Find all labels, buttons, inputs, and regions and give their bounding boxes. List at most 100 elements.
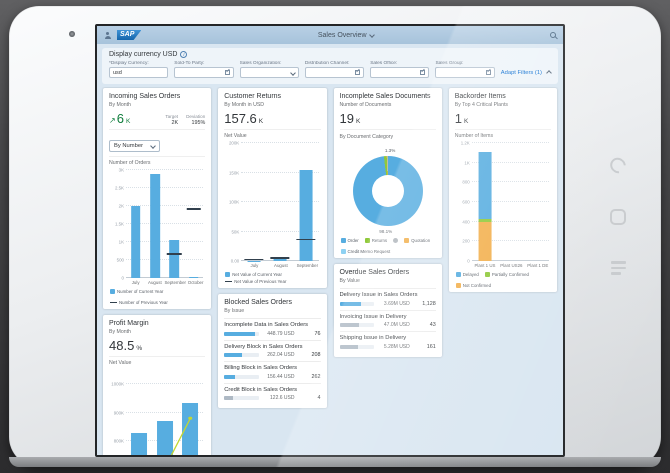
legend-label: Net Value of Current Year <box>232 272 282 278</box>
customer-returns-chart: Net Value 200K 150K 100K 50K 0.00 July August Se… <box>224 133 320 284</box>
list-item-value: 47.0M USD <box>383 322 410 329</box>
chart-bar[interactable] <box>182 402 199 455</box>
legend-overflow-icon[interactable] <box>393 238 399 244</box>
legend-item: Net Value of Current Year <box>225 272 282 278</box>
filter-field-label: Distribution Channel: <box>304 61 350 66</box>
card-profit-margin[interactable]: Profit Margin By Month 48.5 % Net Value 1… <box>103 315 212 455</box>
value-help-icon[interactable] <box>485 70 491 75</box>
filter-toggle-icon[interactable] <box>546 70 552 76</box>
filter-field: Distribution Channel: <box>304 61 365 78</box>
progress-bar-fill <box>339 301 361 306</box>
axis-title: Number of Items <box>454 133 494 140</box>
adapt-filters-link[interactable]: Adapt Filters (1) <box>500 70 542 76</box>
legend-swatch <box>364 238 370 244</box>
chart-bar[interactable] <box>150 173 160 279</box>
filter-field-input[interactable]: usd <box>109 67 169 78</box>
axis-tick-label: 800K <box>113 438 124 444</box>
legend-label: Quotation <box>411 238 431 244</box>
chart-bar[interactable] <box>130 206 141 279</box>
chart-bar[interactable] <box>188 276 199 279</box>
list-item-count: 4 <box>317 395 321 402</box>
filter-bar-title[interactable]: Display currency USD <box>109 51 178 58</box>
filter-field-input[interactable] <box>239 67 299 78</box>
card-title: Incoming Sales Orders <box>109 93 181 100</box>
gridline <box>471 260 549 262</box>
previous-year-marker <box>295 238 316 241</box>
donut[interactable] <box>352 156 423 227</box>
list-item[interactable]: Incomplete Data in Sales Orders 448.79 US… <box>224 318 321 340</box>
axis-title: Number of Orders <box>109 160 151 167</box>
filter-field-input[interactable] <box>304 67 365 78</box>
previous-year-marker <box>186 208 201 210</box>
filter-field-input[interactable] <box>435 67 495 78</box>
gridline <box>126 259 204 261</box>
chart-bar[interactable] <box>299 169 313 262</box>
home-button-icon[interactable] <box>610 209 626 225</box>
data-point <box>188 416 193 421</box>
kpi-unit: K <box>355 118 361 126</box>
x-axis-labels: July August September <box>241 263 320 268</box>
card-title: Incomplete Sales Documents <box>339 93 431 100</box>
value-help-icon[interactable] <box>420 70 426 75</box>
legend-label: Number of Previous Year <box>119 300 168 306</box>
card-subtitle: Number of Documents <box>339 102 392 109</box>
list-item-value: 156.44 USD <box>267 373 295 380</box>
list-item[interactable]: Delivery Block in Sales Orders 262.04 USD… <box>224 339 321 362</box>
chart-bar[interactable] <box>156 421 173 455</box>
search-icon[interactable] <box>550 32 556 38</box>
front-camera <box>69 31 75 37</box>
list-item[interactable]: Delivery Issue in Sales Orders 3.69M USD 1… <box>339 288 436 310</box>
value-help-icon[interactable] <box>355 70 361 75</box>
legend-swatch <box>455 283 461 289</box>
filter-field-input[interactable] <box>370 67 430 78</box>
legend-label: Partially Confirmed <box>491 272 529 278</box>
progress-bar-fill <box>224 353 243 358</box>
list-item[interactable]: Invoicing Issue in Delivery 47.0M USD 43 <box>339 309 436 332</box>
chevron-down-icon[interactable] <box>290 69 296 76</box>
axis-tick-label: 0 <box>121 275 124 281</box>
chart-bar[interactable] <box>169 240 180 279</box>
target-value: 2K <box>171 120 179 127</box>
info-icon[interactable]: i <box>180 51 188 58</box>
progress-bar <box>339 323 375 328</box>
chart-bar[interactable] <box>478 152 492 220</box>
card-customer-returns[interactable]: Customer Returns By Month in USD 157.6 K… <box>218 88 327 289</box>
app-title[interactable]: Sales Overview <box>147 32 544 39</box>
list-item-count: 161 <box>426 343 436 350</box>
filter-field-input[interactable] <box>174 67 234 78</box>
gridline <box>241 142 319 144</box>
list-item[interactable]: Shipping Issue in Delivery 5.28M USD 161 <box>339 331 436 353</box>
chart-plot: 1.2K 1K 800 600 400 200 0 <box>461 141 549 264</box>
card-incomplete-sales-documents[interactable]: Incomplete Sales Documents Number of Doc… <box>333 88 442 259</box>
filter-field-label: Sold-To Party: <box>174 61 205 66</box>
legend-swatch <box>110 289 115 295</box>
progress-bar <box>339 344 375 349</box>
previous-year-marker <box>167 253 182 255</box>
legend-item: Quotation <box>404 238 431 244</box>
axis-tick-label: 600 <box>462 199 470 205</box>
legend-label: Credit Memo Request <box>347 249 391 255</box>
list-item-count: 76 <box>314 330 321 337</box>
chart-bar[interactable] <box>273 259 287 262</box>
chart-bar[interactable] <box>478 221 492 262</box>
value-help-icon[interactable] <box>224 70 230 75</box>
card-subtitle: By Month <box>109 102 131 109</box>
chart-bar[interactable] <box>130 432 147 455</box>
list-item-value: 448.79 USD <box>267 330 295 337</box>
list-item[interactable]: Credit Block in Sales Orders 122.6 USD 4 <box>224 382 321 405</box>
x-axis-labels: July August September October <box>126 280 205 285</box>
list-item[interactable]: Billing Block in Sales Orders 156.44 USD 2… <box>224 361 321 383</box>
card-overdue-sales-orders[interactable]: Overdue Sales Orders By Value Delivery I… <box>333 264 442 357</box>
profile-icon[interactable] <box>104 31 111 39</box>
card-subtitle: By Month in USD <box>224 102 265 109</box>
legend-label: Returns <box>371 238 388 244</box>
kpi: 48.5 % <box>109 338 142 353</box>
card-backorder-items[interactable]: Backorder Items By Top 4 Critical Plants… <box>448 88 557 293</box>
by-number-dropdown[interactable]: By Number <box>109 140 160 153</box>
axis-tick-label: 100K <box>228 199 240 205</box>
card-incoming-sales-orders[interactable]: Incoming Sales Orders By Month ↗ 6 K <box>103 88 212 310</box>
list-item-count: 1,128 <box>422 300 436 307</box>
chart-bar[interactable] <box>478 219 492 222</box>
card-blocked-sales-orders[interactable]: Blocked Sales Orders By Issue Incomplete… <box>218 294 327 409</box>
gridline <box>241 201 319 203</box>
